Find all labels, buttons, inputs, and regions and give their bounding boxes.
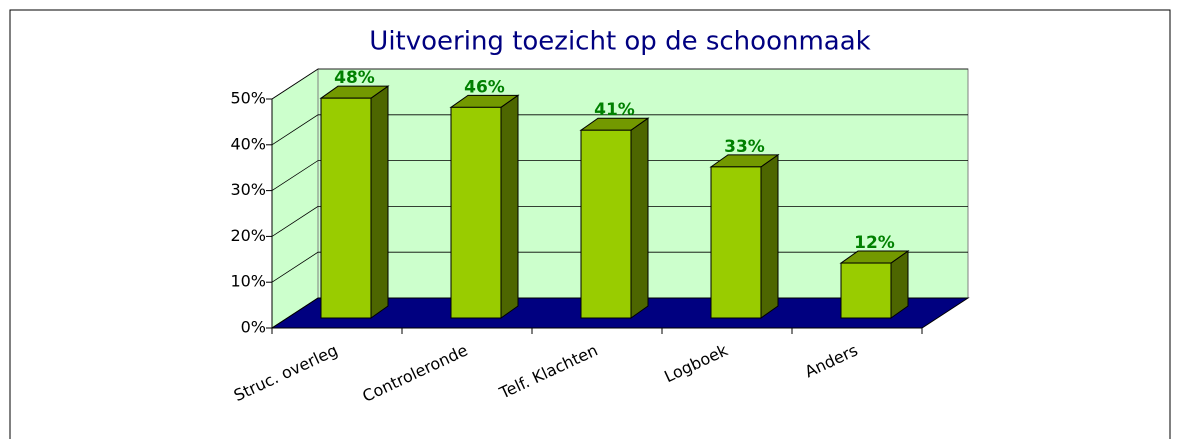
bar — [450, 106, 502, 319]
bar — [580, 129, 632, 319]
value-label: 33% — [724, 137, 765, 157]
bar-side — [630, 117, 649, 319]
value-label: 12% — [854, 233, 895, 253]
bar — [710, 166, 762, 319]
x-tick-label: Logboek — [661, 340, 731, 386]
value-label: 48% — [334, 68, 375, 88]
grid-line — [271, 114, 968, 146]
value-label: 46% — [464, 77, 505, 97]
bar-side — [500, 94, 519, 319]
bar-side — [760, 153, 779, 319]
y-tick-label: 40% — [230, 134, 266, 153]
y-tick-label: 50% — [230, 89, 266, 108]
y-tick-label: 10% — [230, 272, 266, 291]
chart-title: Uitvoering toezicht op de schoonmaak — [369, 27, 870, 57]
bar — [840, 262, 892, 319]
y-tick-label: 0% — [241, 318, 266, 337]
frame — [9, 9, 1171, 439]
bar-side — [370, 85, 389, 319]
side-wall — [271, 68, 319, 329]
x-tick-label: Struc. overleg — [231, 340, 341, 405]
x-tick-label: Controleronde — [359, 340, 470, 405]
x-tick-label: Anders — [802, 340, 861, 381]
y-tick-label: 30% — [230, 180, 266, 199]
grid-line — [271, 68, 968, 100]
x-tick-label: Telf. Klachten — [496, 340, 601, 402]
bar — [320, 97, 372, 319]
y-tick-label: 20% — [230, 226, 266, 245]
value-label: 41% — [594, 100, 635, 120]
